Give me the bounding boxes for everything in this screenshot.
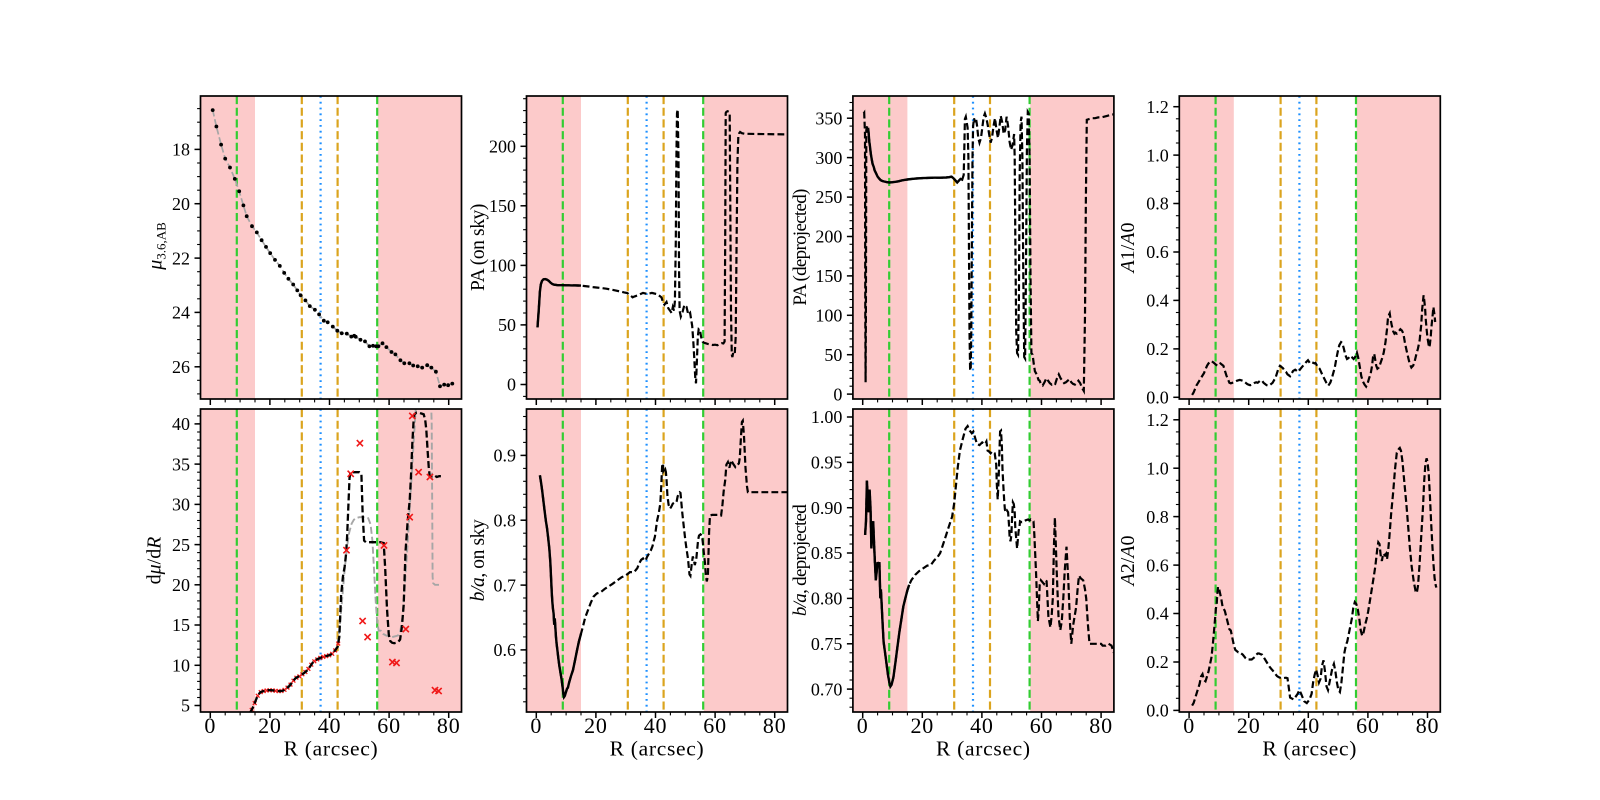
svg-text:24: 24 [172, 303, 190, 323]
svg-text:0.6: 0.6 [1146, 555, 1169, 575]
svg-text:0.6: 0.6 [1146, 242, 1169, 262]
svg-text:0.9: 0.9 [494, 446, 517, 466]
svg-text:0.2: 0.2 [1146, 339, 1169, 359]
svg-text:R (arcsec): R (arcsec) [1262, 737, 1357, 761]
svg-text:80: 80 [763, 713, 787, 738]
svg-text:20: 20 [1237, 713, 1261, 738]
svg-text:1.00: 1.00 [811, 407, 843, 427]
svg-text:0.70: 0.70 [811, 679, 843, 699]
svg-text:0.6: 0.6 [494, 640, 517, 660]
svg-text:0: 0 [1183, 713, 1195, 738]
svg-text:0: 0 [857, 713, 869, 738]
svg-text:200: 200 [815, 227, 842, 247]
svg-text:20: 20 [910, 713, 934, 738]
svg-text:A1/A0: A1/A0 [1117, 223, 1139, 275]
svg-text:40: 40 [172, 414, 190, 434]
svg-text:0: 0 [204, 713, 216, 738]
svg-text:5: 5 [181, 696, 190, 716]
svg-text:20: 20 [258, 713, 282, 738]
svg-text:0.8: 0.8 [1146, 507, 1169, 527]
svg-text:0.80: 0.80 [811, 589, 843, 609]
svg-text:b/a, deprojected: b/a, deprojected [790, 504, 811, 616]
svg-text:PA (deprojected): PA (deprojected) [790, 189, 811, 306]
svg-text:0.4: 0.4 [1146, 604, 1169, 624]
svg-text:40: 40 [644, 713, 668, 738]
svg-text:1.2: 1.2 [1146, 97, 1169, 117]
svg-text:15: 15 [172, 615, 190, 635]
svg-text:40: 40 [970, 713, 994, 738]
svg-text:1.2: 1.2 [1146, 410, 1169, 430]
svg-text:60: 60 [1356, 713, 1380, 738]
svg-text:0.4: 0.4 [1146, 291, 1169, 311]
svg-text:20: 20 [172, 194, 190, 214]
svg-text:80: 80 [437, 713, 461, 738]
svg-text:0.95: 0.95 [811, 453, 843, 473]
svg-text:0: 0 [833, 384, 842, 404]
svg-text:100: 100 [815, 306, 842, 326]
svg-text:R (arcsec): R (arcsec) [936, 737, 1031, 761]
svg-text:200: 200 [489, 137, 516, 157]
svg-text:30: 30 [172, 495, 190, 515]
svg-text:80: 80 [1416, 713, 1440, 738]
svg-text:60: 60 [1030, 713, 1054, 738]
svg-text:0.7: 0.7 [494, 575, 517, 595]
svg-text:R (arcsec): R (arcsec) [610, 737, 705, 761]
svg-text:0.0: 0.0 [1146, 388, 1169, 408]
svg-text:60: 60 [377, 713, 401, 738]
svg-text:22: 22 [172, 248, 190, 268]
svg-text:350: 350 [815, 108, 842, 128]
svg-text:100: 100 [489, 256, 516, 276]
svg-text:0.75: 0.75 [811, 634, 843, 654]
svg-text:b/a, on sky: b/a, on sky [468, 519, 489, 601]
svg-text:0.8: 0.8 [494, 510, 517, 530]
svg-text:PA (on sky): PA (on sky) [468, 204, 489, 291]
svg-text:18: 18 [172, 140, 190, 160]
svg-text:0: 0 [530, 713, 542, 738]
svg-text:300: 300 [815, 148, 842, 168]
svg-text:1.0: 1.0 [1146, 145, 1169, 165]
svg-text:0.0: 0.0 [1146, 701, 1169, 721]
svg-text:25: 25 [172, 535, 190, 555]
svg-text:50: 50 [498, 315, 516, 335]
svg-text:R (arcsec): R (arcsec) [284, 737, 379, 761]
svg-text:dμ/dR: dμ/dR [144, 537, 166, 585]
svg-text:A2/A0: A2/A0 [1117, 536, 1139, 588]
svg-text:0.2: 0.2 [1146, 652, 1169, 672]
svg-text:26: 26 [172, 357, 190, 377]
svg-text:150: 150 [489, 196, 516, 216]
svg-text:35: 35 [172, 454, 190, 474]
svg-text:60: 60 [703, 713, 727, 738]
svg-text:20: 20 [172, 575, 190, 595]
svg-text:0.90: 0.90 [811, 498, 843, 518]
svg-text:150: 150 [815, 266, 842, 286]
svg-text:250: 250 [815, 187, 842, 207]
svg-text:50: 50 [824, 345, 842, 365]
svg-text:80: 80 [1089, 713, 1113, 738]
svg-text:20: 20 [584, 713, 608, 738]
svg-text:40: 40 [1296, 713, 1320, 738]
svg-text:μ3.6,AB: μ3.6,AB [145, 222, 169, 271]
svg-text:10: 10 [172, 656, 190, 676]
svg-text:0: 0 [507, 375, 516, 395]
svg-text:0.85: 0.85 [811, 543, 843, 563]
svg-text:1.0: 1.0 [1146, 458, 1169, 478]
svg-text:40: 40 [318, 713, 342, 738]
svg-text:0.8: 0.8 [1146, 194, 1169, 214]
